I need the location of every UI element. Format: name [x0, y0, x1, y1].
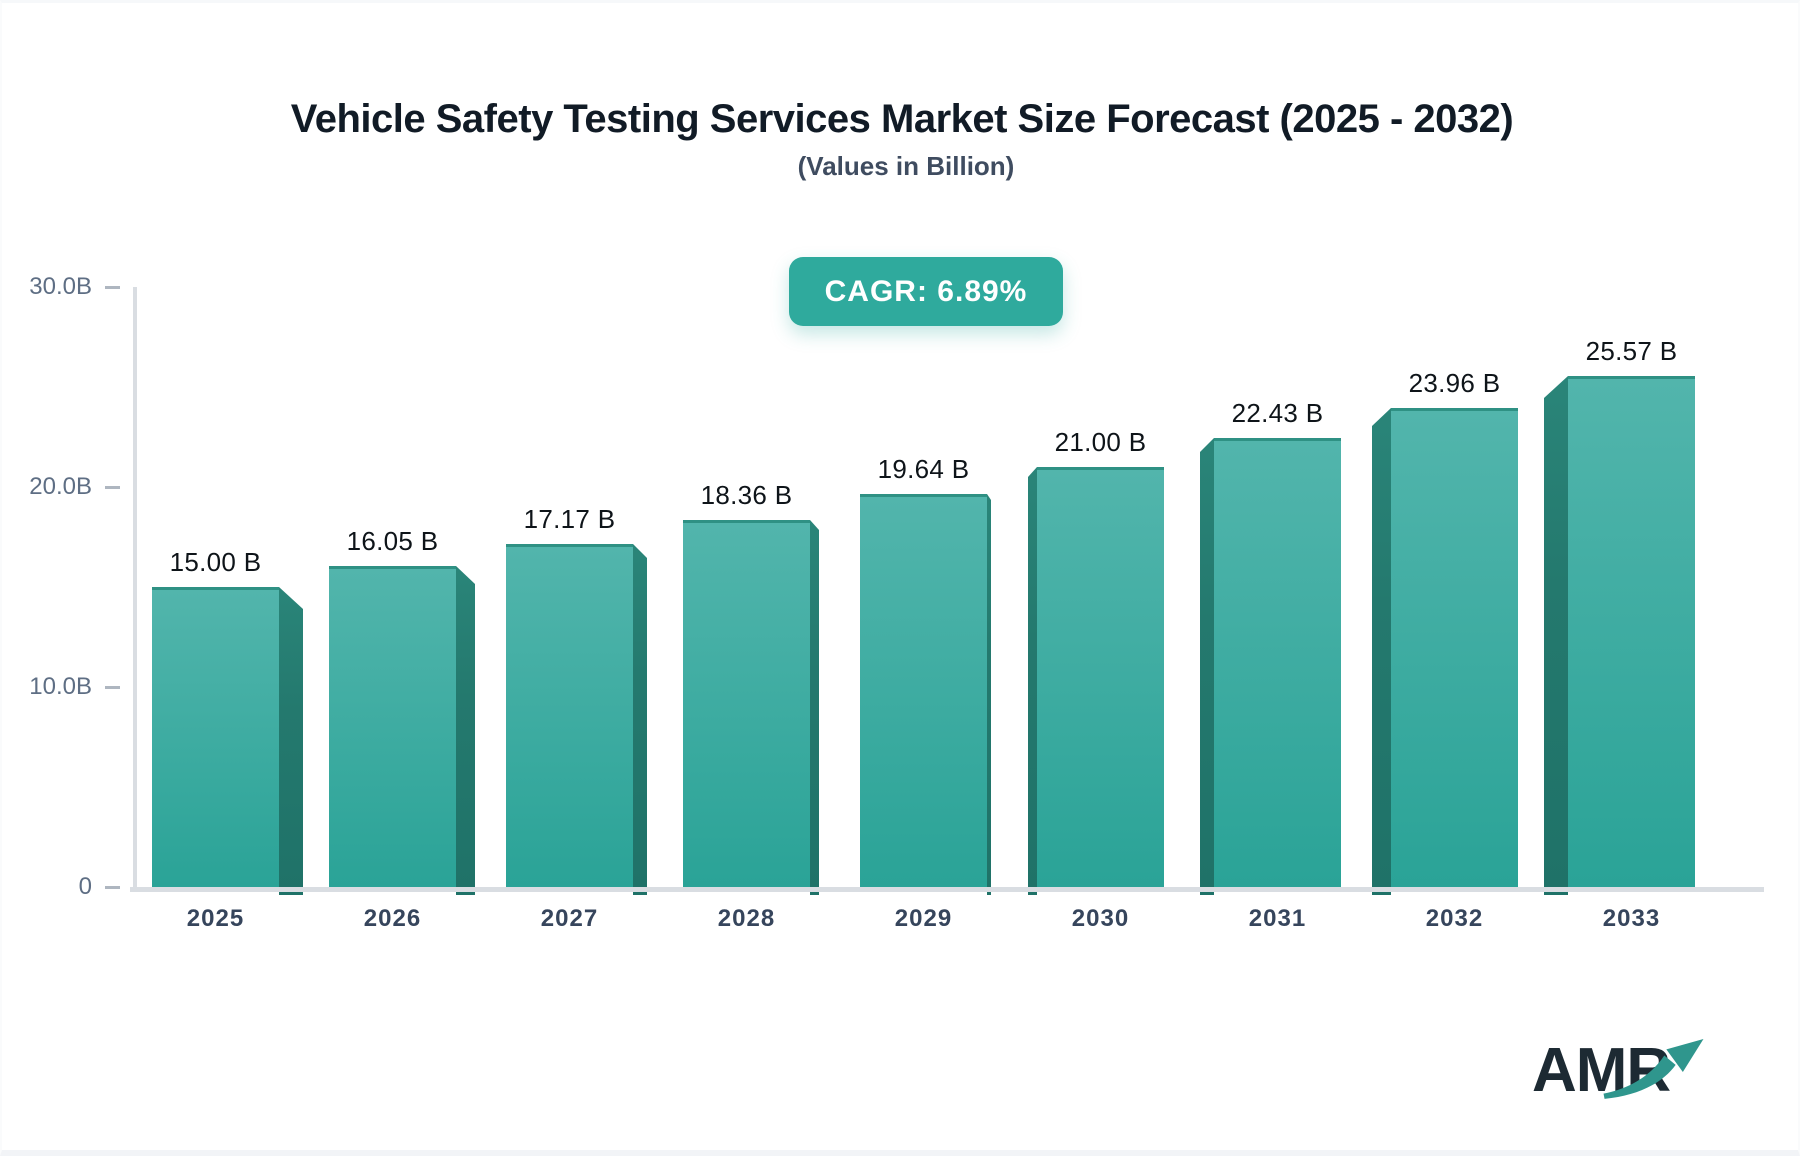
bar-3d-side-face — [1028, 467, 1037, 895]
bar — [683, 520, 810, 887]
page-title: Vehicle Safety Testing Services Market S… — [290, 97, 1514, 141]
bar — [506, 544, 633, 887]
bar — [1214, 438, 1341, 887]
bar-value-label: 18.36 B — [700, 480, 793, 510]
bar-value-label: 17.17 B — [523, 504, 616, 534]
bar — [860, 494, 987, 887]
y-axis-tick-mark — [105, 486, 120, 489]
y-axis-tick-mark — [105, 286, 120, 289]
bar — [1037, 467, 1164, 887]
bar-value-label: 15.00 B — [169, 547, 262, 577]
bar — [152, 587, 279, 887]
bar-value-label: 21.00 B — [1054, 427, 1147, 457]
x-axis-line — [130, 887, 1764, 892]
x-axis-label: 2026 — [363, 905, 422, 932]
x-axis-label: 2032 — [1425, 905, 1484, 932]
x-axis-label: 2027 — [540, 905, 599, 932]
bar-3d-side-face — [633, 544, 647, 895]
y-axis-tick-label: 0 — [78, 873, 92, 900]
x-axis-label: 2033 — [1602, 905, 1661, 932]
x-axis-label: 2031 — [1248, 905, 1307, 932]
y-axis-tick-mark — [105, 886, 120, 889]
bar-3d-side-face — [1372, 408, 1391, 895]
brand-logo: AMR — [1532, 1035, 1722, 1115]
bar-value-label: 16.05 B — [346, 526, 439, 556]
bar-value-label: 22.43 B — [1231, 398, 1324, 428]
x-axis-label: 2025 — [186, 905, 245, 932]
growth-arrow-icon — [1603, 1039, 1704, 1099]
page-subtitle: (Values in Billion) — [797, 151, 1015, 181]
logo-text: AMR — [1532, 1036, 1671, 1105]
y-axis-tick-label: 20.0B — [29, 473, 92, 500]
y-axis-tick-label: 10.0B — [29, 673, 92, 700]
bar-value-label: 25.57 B — [1585, 336, 1678, 366]
bar-value-label: 23.96 B — [1408, 368, 1501, 398]
bar-3d-side-face — [810, 520, 819, 895]
bar — [1568, 376, 1695, 887]
x-axis-label: 2028 — [717, 905, 776, 932]
y-axis-line — [133, 287, 137, 888]
bar-3d-side-face — [1544, 376, 1568, 895]
y-axis-tick-label: 30.0B — [29, 273, 92, 300]
bar — [1391, 408, 1518, 887]
bar-3d-side-face — [987, 494, 991, 895]
bar-3d-side-face — [456, 566, 475, 895]
bar-3d-side-face — [279, 587, 303, 895]
x-axis-label: 2029 — [894, 905, 953, 932]
plot-area: 0 10.0B 20.0B 30.0B 15.00 B 2025 16.05 B 2026 17… — [2, 3, 1798, 1150]
y-axis-tick-mark — [105, 686, 120, 689]
cagr-badge: CAGR: 6.89% — [789, 257, 1063, 326]
bar-3d-side-face — [1200, 438, 1214, 895]
bar-value-label: 19.64 B — [877, 454, 970, 484]
bar — [329, 566, 456, 887]
x-axis-label: 2030 — [1071, 905, 1130, 932]
